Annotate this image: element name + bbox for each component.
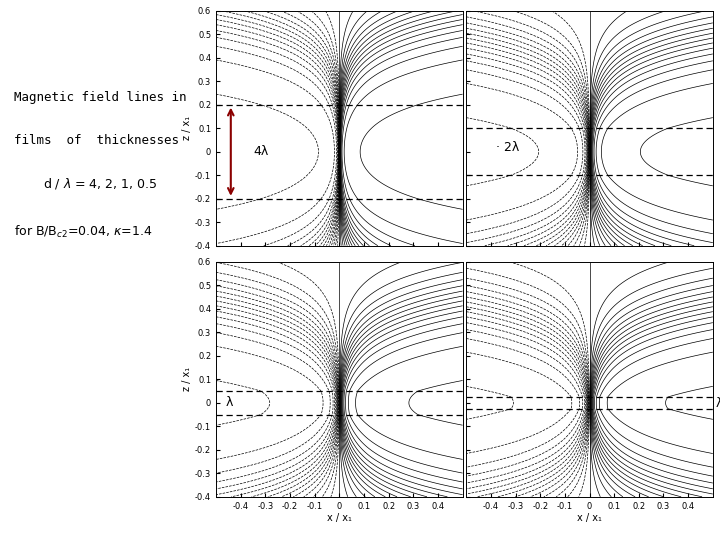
Text: films  of  thicknesses: films of thicknesses bbox=[14, 134, 179, 147]
Y-axis label: z / x₁: z / x₁ bbox=[182, 367, 192, 392]
Text: for B/B$_{c2}$=0.04, $\kappa$=1.4: for B/B$_{c2}$=0.04, $\kappa$=1.4 bbox=[14, 224, 153, 240]
Y-axis label: z / x₁: z / x₁ bbox=[182, 116, 192, 140]
Text: Magnetic field lines in: Magnetic field lines in bbox=[14, 91, 187, 104]
Text: λ/2: λ/2 bbox=[715, 396, 720, 409]
X-axis label: x / x₁: x / x₁ bbox=[327, 514, 352, 523]
X-axis label: x / x₁: x / x₁ bbox=[577, 514, 602, 523]
Text: 4λ: 4λ bbox=[253, 145, 269, 158]
Text: λ: λ bbox=[226, 396, 233, 409]
Text: · 2λ: · 2λ bbox=[496, 140, 519, 153]
Text: d / $\lambda$ = 4, 2, 1, 0.5: d / $\lambda$ = 4, 2, 1, 0.5 bbox=[43, 176, 158, 191]
